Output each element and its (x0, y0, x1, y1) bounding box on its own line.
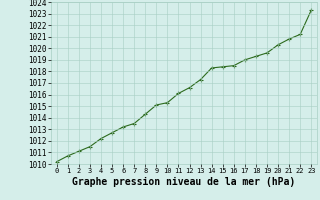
X-axis label: Graphe pression niveau de la mer (hPa): Graphe pression niveau de la mer (hPa) (72, 177, 296, 187)
